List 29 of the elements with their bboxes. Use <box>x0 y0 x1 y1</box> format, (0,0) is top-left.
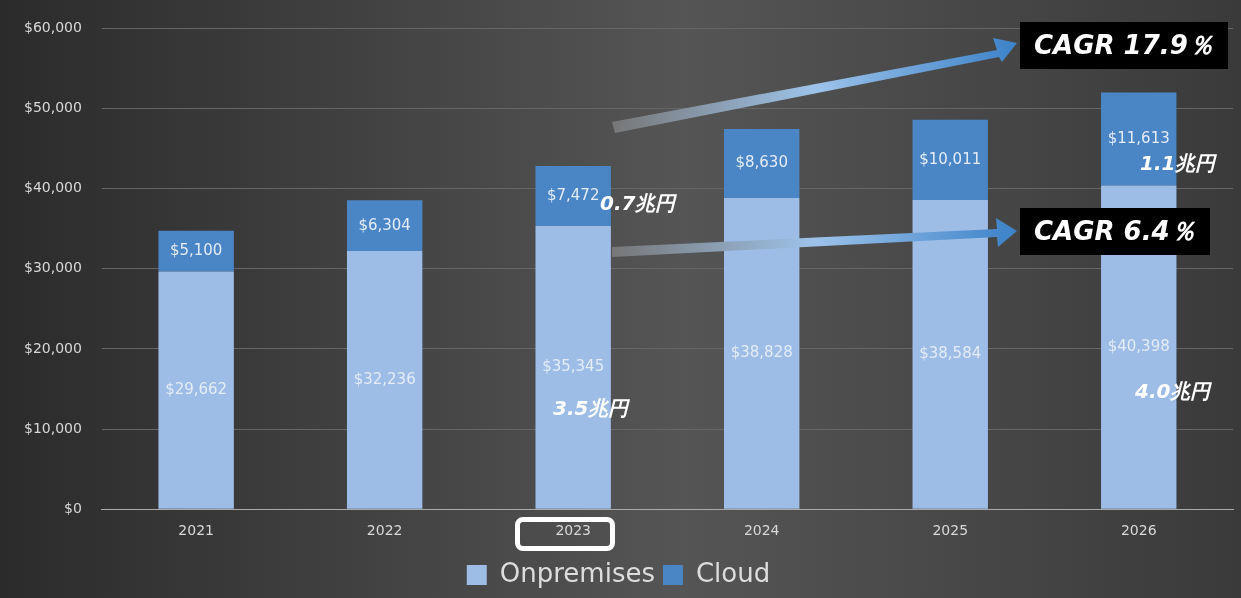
data-label: $38,584 <box>919 344 982 363</box>
y-tick-label: $10,000 <box>23 419 82 436</box>
y-tick-label: $30,000 <box>23 259 82 276</box>
data-label: $7,472 <box>546 185 600 204</box>
y-tick-label: $50,000 <box>23 99 82 116</box>
data-label: $32,236 <box>353 369 416 388</box>
data-label: $29,662 <box>165 379 228 398</box>
x-tick-label: 2025 <box>932 522 969 539</box>
y-tick-label: $0 <box>64 499 82 516</box>
data-label: $10,011 <box>919 149 982 168</box>
x-tick-label: 2021 <box>178 522 214 539</box>
y-tick-label: $60,000 <box>23 19 82 36</box>
x-tick-label: 2026 <box>1120 522 1157 539</box>
y-tick-label: $20,000 <box>23 339 82 356</box>
data-label: $6,304 <box>358 215 411 234</box>
data-label: $8,630 <box>735 153 788 172</box>
legend-label: Onpremises <box>499 557 655 588</box>
x-tick-label: 2024 <box>743 522 780 539</box>
data-label: $11,613 <box>1107 128 1170 147</box>
data-label: $40,398 <box>1107 336 1170 355</box>
annotation: CAGR 17.9％ <box>1020 22 1228 69</box>
x-tick-label: 2022 <box>366 522 403 539</box>
data-label: $5,100 <box>169 240 223 259</box>
annotation: CAGR 6.4％ <box>1020 208 1210 255</box>
data-label: $38,828 <box>730 343 793 362</box>
x-tick-label: 2023 <box>555 522 592 539</box>
data-label: $35,345 <box>542 357 605 376</box>
y-tick-label: $40,000 <box>23 179 82 196</box>
legend-label: Cloud <box>695 557 771 588</box>
